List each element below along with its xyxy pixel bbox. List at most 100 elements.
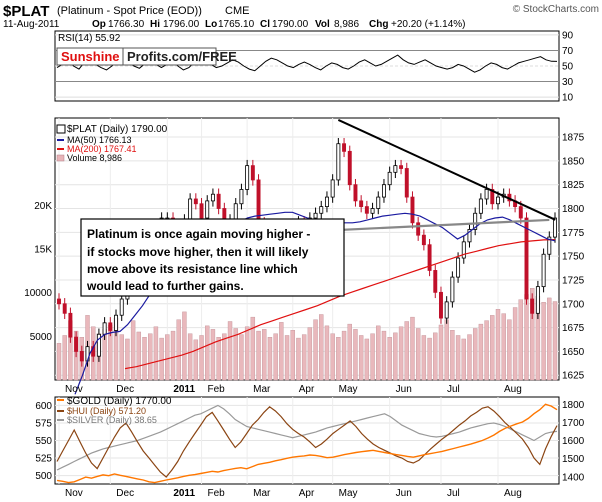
volume-bar bbox=[262, 329, 267, 381]
volume-bar bbox=[313, 319, 318, 381]
symbol-name: (Platinum - Spot Price (EOD)) bbox=[57, 5, 202, 17]
candle-body bbox=[119, 298, 124, 316]
volume-bar bbox=[165, 334, 170, 381]
quote-open: 1766.30 bbox=[108, 19, 145, 30]
price-x-tick-label: Dec bbox=[116, 384, 134, 395]
candle-body bbox=[478, 198, 483, 214]
candle-body bbox=[524, 217, 529, 300]
price-tick-label: 1725 bbox=[562, 275, 585, 286]
bottom-left-tick-label: 575 bbox=[35, 418, 52, 429]
hui-line bbox=[56, 406, 558, 478]
volume-bar bbox=[187, 333, 193, 381]
volume-bar bbox=[244, 326, 250, 381]
volume-bar bbox=[250, 316, 256, 381]
logo-left-box bbox=[56, 47, 124, 66]
quote-close-label: Cl bbox=[260, 19, 270, 30]
bottom-right-tick-label: 1400 bbox=[562, 472, 585, 483]
price-tick-label: 1675 bbox=[562, 323, 585, 334]
volume-bar bbox=[387, 337, 392, 381]
volume-bar bbox=[398, 326, 404, 381]
volume-bar bbox=[159, 337, 164, 381]
candle-body bbox=[553, 217, 557, 238]
volume-bar bbox=[210, 329, 216, 381]
volume-bar bbox=[324, 325, 330, 381]
candle-body bbox=[416, 222, 421, 236]
volume-bar bbox=[142, 337, 147, 381]
volume-bar bbox=[56, 343, 62, 381]
volume-bar bbox=[222, 333, 227, 381]
bottom-left-tick-label: 600 bbox=[35, 401, 52, 412]
volume-bar bbox=[296, 337, 301, 381]
bottom-x-tick-label: Feb bbox=[208, 488, 226, 499]
annotation-frame bbox=[80, 218, 345, 297]
candle-body bbox=[404, 168, 409, 198]
candle-body bbox=[359, 200, 364, 208]
volume-bars bbox=[56, 288, 558, 381]
candle-body bbox=[319, 206, 324, 214]
bottom-x-ticks: Nov Dec 2011 Feb Mar Apr May Jun Jul Aug bbox=[65, 488, 522, 499]
sunshine-profits-logo: Sunshine Profits.com/FREE bbox=[56, 47, 237, 66]
volume-bar bbox=[284, 335, 290, 381]
volume-bar bbox=[136, 331, 142, 381]
candle-body bbox=[467, 229, 472, 243]
candle-body bbox=[205, 200, 210, 219]
candle-body bbox=[79, 351, 84, 362]
quote-high: 1796.00 bbox=[163, 19, 200, 30]
volume-bar bbox=[552, 301, 558, 381]
legend-gold: $GOLD (Daily) 1770.00 bbox=[67, 396, 172, 407]
candle-body bbox=[102, 322, 107, 335]
volume-bar bbox=[484, 320, 489, 381]
candle-body bbox=[62, 303, 67, 314]
candle-body bbox=[74, 336, 79, 352]
candle-body bbox=[410, 196, 415, 224]
candle-body bbox=[245, 165, 250, 190]
candle-body bbox=[210, 193, 215, 202]
bottom-x-tick-label: Aug bbox=[504, 488, 522, 499]
volume-bar bbox=[319, 314, 324, 381]
price-x-tick-label: Aug bbox=[504, 384, 522, 395]
candle-body bbox=[324, 196, 329, 208]
quote-volume: 8,986 bbox=[334, 19, 359, 30]
candle-body bbox=[444, 301, 449, 319]
bottom-left-tick-label: 550 bbox=[35, 436, 52, 447]
price-tick-label: 1750 bbox=[562, 252, 585, 263]
candle-body bbox=[364, 206, 369, 214]
silver-line bbox=[56, 404, 558, 471]
volume-bar bbox=[341, 330, 347, 381]
volume-bar bbox=[290, 330, 295, 381]
legend-hui: $HUI (Daily) 571.20 bbox=[67, 406, 146, 416]
volume-bar bbox=[148, 333, 153, 381]
bottom-left-ticks: 600 575 550 525 500 bbox=[35, 401, 52, 482]
candle-body bbox=[496, 196, 500, 205]
bottom-left-tick-label: 525 bbox=[35, 454, 52, 465]
volume-bar bbox=[393, 332, 398, 381]
candle-body bbox=[547, 236, 552, 255]
bottom-x-tick-label: 2011 bbox=[173, 488, 195, 499]
candle-body bbox=[188, 198, 193, 221]
price-x-tick-label: Jun bbox=[396, 384, 412, 395]
volume-bar bbox=[404, 321, 409, 381]
bottom-x-tick-label: May bbox=[339, 488, 358, 499]
bottom-x-tick-label: Jun bbox=[396, 488, 412, 499]
quote-date: 11-Aug-2011 bbox=[3, 19, 60, 30]
quote-volume-label: Vol bbox=[315, 19, 330, 30]
volume-bar bbox=[381, 330, 387, 381]
logo-profits: Profits.com/FREE bbox=[127, 49, 237, 64]
price-x-tick-label: May bbox=[339, 384, 358, 395]
watermark: © StockCharts.com bbox=[513, 4, 599, 15]
quote-change: +20.20 (+1.14%) bbox=[391, 19, 466, 30]
candle-body bbox=[484, 189, 489, 200]
quote-close: 1790.00 bbox=[272, 19, 309, 30]
volume-bar bbox=[438, 324, 444, 381]
volume-bar bbox=[507, 319, 512, 381]
volume-bar bbox=[501, 313, 506, 381]
price-ticks: 1875 1850 1825 1800 1775 1750 1725 1700 1675 1650… bbox=[562, 133, 585, 382]
rsi-tick-label: 50 bbox=[562, 62, 574, 73]
candle-body bbox=[233, 203, 238, 221]
candle-body bbox=[535, 286, 540, 314]
candle-body bbox=[473, 212, 478, 230]
volume-bar bbox=[415, 328, 421, 381]
volume-bar bbox=[279, 322, 284, 381]
volume-bar bbox=[495, 309, 501, 381]
